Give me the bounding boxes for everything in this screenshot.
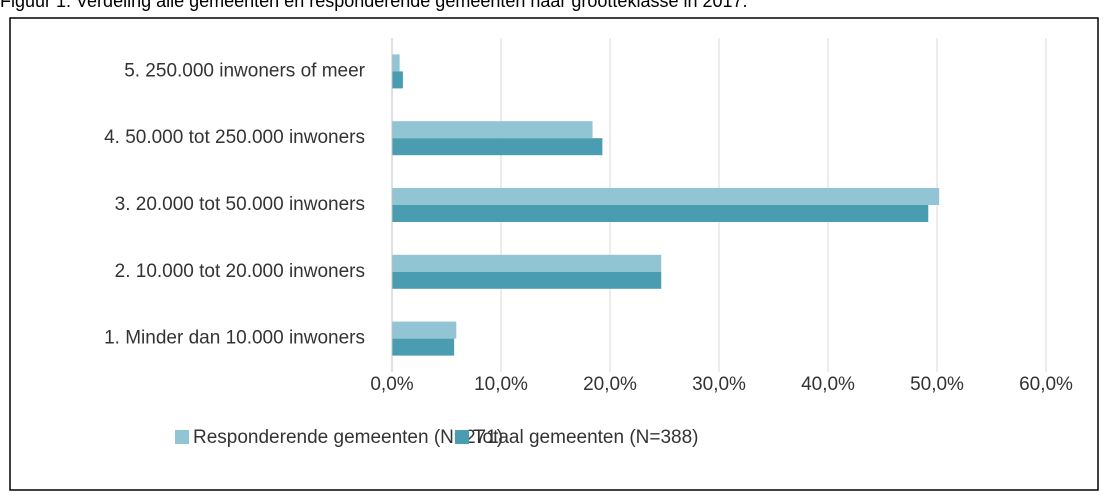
y-tick-label: 4. 50.000 tot 250.000 inwoners [104, 127, 365, 148]
bar [392, 254, 662, 272]
x-tick-label: 20,0% [583, 374, 637, 395]
y-tick-label: 1. Minder dan 10.000 inwoners [104, 328, 365, 349]
legend-label: Responderende gemeenten (N=271) [193, 427, 503, 448]
bar [392, 338, 455, 356]
legend-swatch [175, 430, 189, 444]
bar [392, 54, 400, 72]
y-tick-label: 3. 20.000 tot 50.000 inwoners [115, 194, 365, 215]
bar [392, 188, 940, 205]
x-tick-label: 0,0% [370, 374, 413, 395]
bar [392, 205, 929, 222]
bar [392, 121, 593, 139]
x-tick-label: 10,0% [474, 374, 528, 395]
x-tick-label: 30,0% [692, 374, 746, 395]
bar [392, 321, 457, 339]
x-tick-label: 50,0% [910, 374, 964, 395]
chart-border [9, 17, 1099, 491]
bar [392, 71, 403, 89]
y-tick-label: 2. 10.000 tot 20.000 inwoners [115, 261, 365, 282]
bar [392, 138, 603, 156]
x-tick-label: 40,0% [801, 374, 855, 395]
chart-title: Figuur 1. Verdeling alle gemeenten en re… [0, 0, 748, 11]
bar [392, 271, 662, 289]
legend-label: Totaal gemeenten (N=388) [473, 427, 699, 448]
legend-swatch [455, 430, 469, 444]
y-tick-label: 5. 250.000 inwoners of meer [124, 60, 365, 81]
x-tick-label: 60,0% [1019, 374, 1073, 395]
